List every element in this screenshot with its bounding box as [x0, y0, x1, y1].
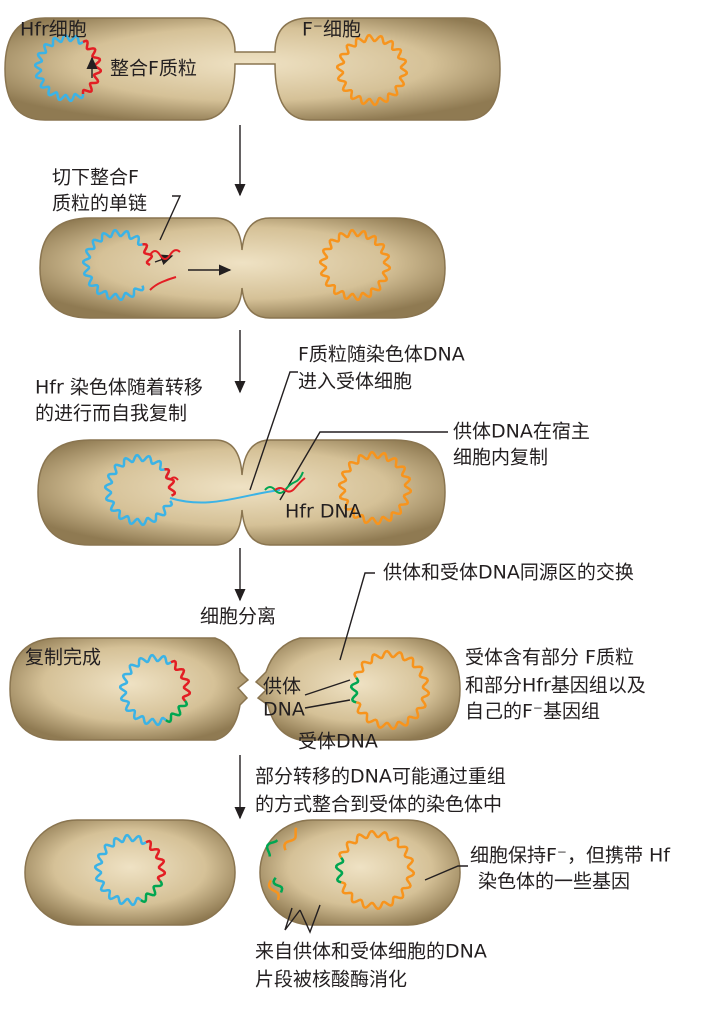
label: 细胞分离	[200, 606, 276, 628]
arrow	[339, 572, 375, 661]
cell	[37, 439, 446, 546]
dna	[267, 879, 280, 901]
dna	[140, 880, 164, 904]
dna	[165, 700, 189, 724]
label: 供体	[263, 676, 301, 698]
label: 质粒的单链	[52, 193, 147, 215]
cell	[259, 819, 461, 926]
dna-strand	[169, 476, 179, 481]
label: 来自供体和受体细胞的DNA	[255, 941, 487, 963]
label: 整合F质粒	[110, 58, 197, 80]
cell	[24, 819, 236, 926]
label: Hfr 染色体随着转移	[35, 377, 203, 399]
cells	[4, 17, 501, 926]
arrow	[284, 904, 321, 934]
label: Hfr DNA	[285, 501, 362, 523]
dna-strand	[169, 489, 281, 504]
dna	[145, 839, 167, 882]
label: 细胞保持F⁻，但携带 Hf	[470, 845, 671, 867]
label: 切下整合F	[52, 167, 139, 189]
arrow	[424, 865, 468, 881]
label: Hfr细胞	[20, 19, 87, 41]
arrow	[159, 195, 182, 241]
label: 片段被核酸酶消化	[255, 969, 407, 991]
dna	[335, 33, 409, 107]
dna-strand	[149, 249, 181, 260]
label: 进入受体细胞	[298, 371, 412, 393]
dna	[353, 649, 431, 731]
dna	[283, 827, 298, 851]
arrow	[279, 431, 448, 501]
dna	[93, 833, 147, 907]
dna	[265, 839, 279, 857]
dna	[33, 33, 85, 103]
cell	[4, 17, 501, 121]
label: 的进行而自我复制	[35, 403, 187, 425]
dna	[337, 450, 413, 526]
dna	[118, 653, 172, 727]
arrow	[249, 371, 298, 491]
dna	[170, 659, 192, 702]
label: DNA	[263, 699, 305, 721]
label: 受体含有部分 F质粒	[465, 647, 634, 669]
arrow	[304, 679, 351, 696]
label: F质粒随染色体DNA	[298, 344, 465, 366]
dna	[142, 242, 154, 267]
label: 供体DNA在宿主	[453, 421, 590, 443]
dna	[349, 676, 360, 704]
dna	[272, 877, 284, 893]
dna	[103, 453, 174, 527]
label: F⁻细胞	[302, 19, 361, 41]
label: 受体DNA	[298, 731, 378, 753]
arrows	[86, 56, 468, 934]
cell	[254, 637, 461, 741]
dna-strand	[149, 276, 177, 291]
dna	[81, 39, 103, 94]
label: 供体和受体DNA同源区的交换	[383, 562, 634, 584]
arrow	[304, 699, 351, 709]
dna	[318, 228, 392, 302]
dna	[334, 856, 345, 884]
dna	[338, 829, 416, 911]
dna-strand	[274, 477, 306, 493]
label: 细胞内复制	[453, 447, 548, 469]
cell	[9, 637, 250, 741]
labels: Hfr细胞 F⁻细胞 整合F质粒 切下整合F 质粒的单链 F质粒随染色体DNA …	[20, 19, 671, 991]
label: 的方式整合到受体的染色体中	[255, 794, 502, 816]
dna	[164, 467, 177, 497]
label: 复制完成	[25, 647, 101, 669]
dna	[81, 228, 145, 302]
label: 部分转移的DNA可能通过重组	[255, 766, 506, 788]
label: 染色体的一些基因	[478, 871, 630, 893]
label: 和部分Hfr基因组以及	[465, 675, 646, 697]
label: 自己的F⁻基因组	[465, 701, 600, 723]
cell	[39, 217, 446, 319]
